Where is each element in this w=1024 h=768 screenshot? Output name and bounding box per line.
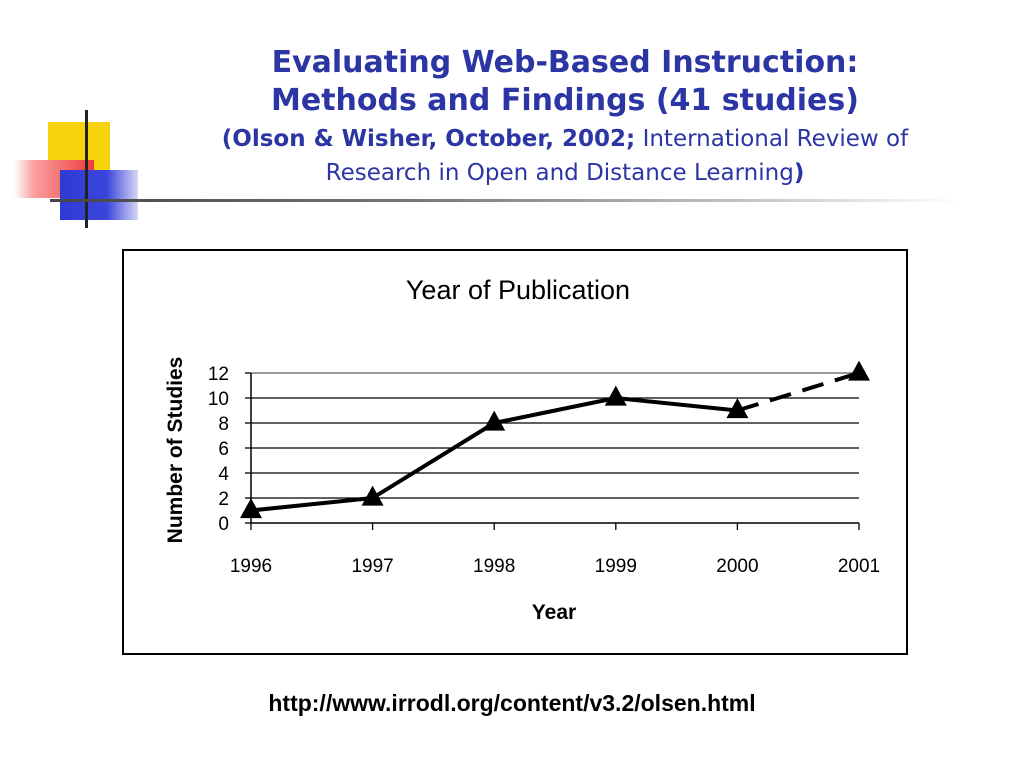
- data-point-triangle: [240, 498, 262, 519]
- y-tick-label: 12: [208, 364, 229, 385]
- line-chart: Year of Publication Number of Studies Ye…: [164, 275, 880, 624]
- deco-blue-square: [60, 170, 138, 220]
- citation-journal-line2: Research in Open and Distance Learning: [325, 160, 794, 186]
- citation-authors: (Olson & Wisher, October, 2002;: [221, 126, 636, 152]
- y-tick-label: 0: [218, 514, 229, 535]
- data-point-triangle: [604, 385, 627, 406]
- y-axis-label: Number of Studies: [164, 357, 187, 544]
- data-point-triangle: [726, 398, 749, 419]
- slide-citation: (Olson & Wisher, October, 2002; Internat…: [170, 122, 960, 190]
- chart-title: Year of Publication: [406, 275, 630, 305]
- citation-journal-line1: International Review of: [642, 126, 909, 152]
- data-point-triangle: [848, 360, 870, 381]
- chart-frame: Year of Publication Number of Studies Ye…: [122, 249, 908, 655]
- source-url[interactable]: http://www.irrodl.org/content/v3.2/olsen…: [268, 690, 756, 716]
- data-point-triangle: [361, 485, 384, 506]
- y-tick-label: 4: [218, 464, 229, 485]
- slide-title-line1: Evaluating Web-Based Instruction:: [271, 45, 859, 80]
- x-tick-label: 1996: [230, 556, 272, 577]
- x-tick-label: 1997: [351, 556, 393, 577]
- x-tick-label: 2000: [716, 556, 758, 577]
- deco-vertical-line: [85, 110, 88, 228]
- x-tick-label: 1999: [595, 556, 637, 577]
- x-tick-label: 2001: [838, 556, 880, 577]
- y-tick-label: 2: [218, 489, 229, 510]
- y-tick-label: 10: [208, 389, 229, 410]
- x-axis-label: Year: [532, 601, 576, 624]
- data-point-triangle: [483, 410, 506, 431]
- deco-horizontal-line: [50, 199, 960, 202]
- slide-title-line2: Methods and Findings (41 studies): [271, 83, 859, 118]
- y-tick-label: 6: [218, 439, 229, 460]
- y-tick-label: 8: [218, 414, 229, 435]
- citation-close: ): [793, 160, 805, 186]
- x-tick-label: 1998: [473, 556, 515, 577]
- series-line-dashed-segment: [736, 371, 860, 413]
- slide-title-block: Evaluating Web-Based Instruction: Method…: [170, 44, 960, 190]
